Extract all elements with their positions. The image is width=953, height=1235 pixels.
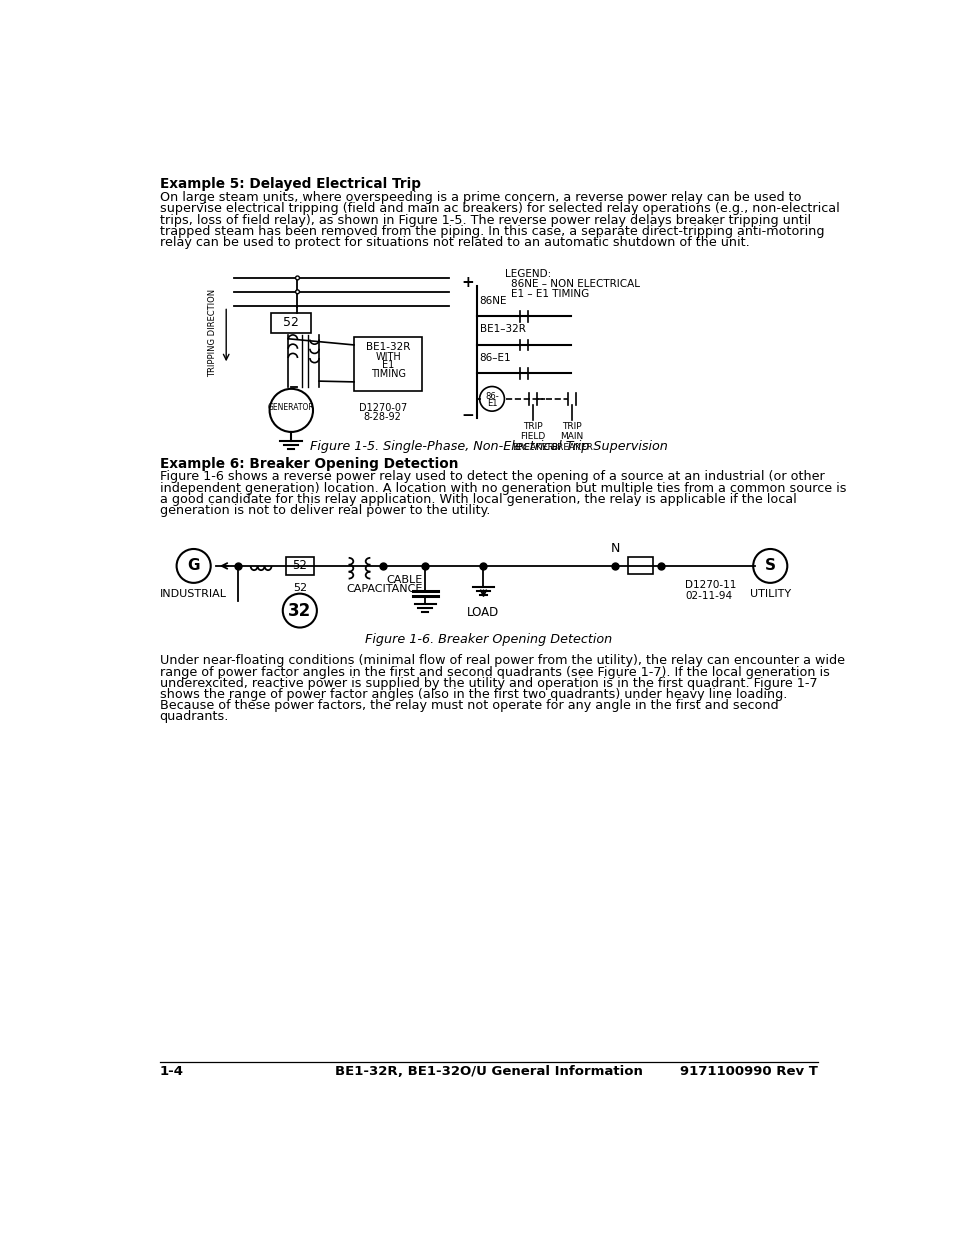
Text: G: G [187,558,200,573]
Text: Figure 1-6 shows a reverse power relay used to detect the opening of a source at: Figure 1-6 shows a reverse power relay u… [159,471,823,483]
Text: D1270-11: D1270-11 [684,579,736,590]
Text: BE1-32R: BE1-32R [366,342,410,352]
Text: quadrants.: quadrants. [159,710,229,724]
Text: 1-4: 1-4 [159,1066,183,1078]
Text: 86-: 86- [485,391,498,401]
Text: Example 6: Breaker Opening Detection: Example 6: Breaker Opening Detection [159,457,457,471]
Text: generation is not to deliver real power to the utility.: generation is not to deliver real power … [159,504,490,517]
Text: E1: E1 [381,361,394,370]
Text: 86NE: 86NE [479,295,507,306]
Text: N: N [610,542,619,556]
Text: 86–E1: 86–E1 [479,353,511,363]
Circle shape [295,275,299,280]
Circle shape [282,594,316,627]
Bar [286,557,314,576]
Text: 52: 52 [293,583,307,593]
Text: Because of these power factors, the relay must not operate for any angle in the : Because of these power factors, the rela… [159,699,778,713]
Text: TRIP
MAIN
BREAKER: TRIP MAIN BREAKER [550,422,592,452]
Text: GENERATOR: GENERATOR [268,403,314,411]
Text: BE1-32R, BE1-32O/U General Information: BE1-32R, BE1-32O/U General Information [335,1066,642,1078]
Bar [628,557,653,574]
Text: Example 5: Delayed Electrical Trip: Example 5: Delayed Electrical Trip [159,178,420,191]
Text: −: − [460,408,474,422]
Bar [354,337,422,391]
Text: +: + [460,275,474,290]
Text: E1 – E1 TIMING: E1 – E1 TIMING [511,289,589,299]
Text: LEGEND:: LEGEND: [505,269,551,279]
Text: CAPACITANCE: CAPACITANCE [346,584,422,594]
Text: supervise electrical tripping (field and main ac breakers) for selected relay op: supervise electrical tripping (field and… [159,203,839,215]
Text: relay can be used to protect for situations not related to an automatic shutdown: relay can be used to protect for situati… [159,236,748,249]
Circle shape [479,387,504,411]
Text: CABLE: CABLE [386,576,422,585]
Text: 52: 52 [283,316,299,329]
Circle shape [753,550,786,583]
Text: 02-11-94: 02-11-94 [684,590,731,600]
Text: TIMING: TIMING [371,369,405,379]
Text: trips, loss of field relay), as shown in Figure 1-5. The reverse power relay del: trips, loss of field relay), as shown in… [159,214,810,227]
Text: E1: E1 [486,399,497,408]
Circle shape [295,290,299,294]
Text: a good candidate for this relay application. With local generation, the relay is: a good candidate for this relay applicat… [159,493,796,506]
Text: 86NE – NON ELECTRICAL: 86NE – NON ELECTRICAL [511,279,639,289]
Text: On large steam units, where overspeeding is a prime concern, a reverse power rel: On large steam units, where overspeeding… [159,191,801,204]
Text: shows the range of power factor angles (also in the first two quadrants) under h: shows the range of power factor angles (… [159,688,786,701]
Circle shape [270,389,313,432]
Text: D1270-07: D1270-07 [358,403,406,412]
Text: LOAD: LOAD [467,606,499,619]
Text: range of power factor angles in the first and second quadrants (see Figure 1-7).: range of power factor angles in the firs… [159,666,828,679]
Text: TRIP
FIELD
BREAKER: TRIP FIELD BREAKER [512,422,554,452]
Bar [271,314,311,333]
Text: S: S [764,558,775,573]
Text: 9171100990 Rev T: 9171100990 Rev T [679,1066,818,1078]
Text: Under near-floating conditions (minimal flow of real power from the utility), th: Under near-floating conditions (minimal … [159,655,843,667]
Circle shape [176,550,211,583]
Text: Figure 1-6. Breaker Opening Detection: Figure 1-6. Breaker Opening Detection [365,632,612,646]
Text: Figure 1-5. Single-Phase, Non-Electrical Trip Supervision: Figure 1-5. Single-Phase, Non-Electrical… [310,440,667,453]
Text: INDUSTRIAL: INDUSTRIAL [160,589,227,599]
Text: 52: 52 [292,559,307,573]
Text: WITH: WITH [375,352,400,362]
Text: independent generation) location. A location with no generation but multiple tie: independent generation) location. A loca… [159,482,845,494]
Text: underexcited, reactive power is supplied by the utility and operation is in the : underexcited, reactive power is supplied… [159,677,817,690]
Text: trapped steam has been removed from the piping. In this case, a separate direct-: trapped steam has been removed from the … [159,225,823,238]
Text: TRIPPING DIRECTION: TRIPPING DIRECTION [208,289,216,378]
Text: 8-28-92: 8-28-92 [363,412,401,422]
Text: 32: 32 [288,601,311,620]
Text: BE1–32R: BE1–32R [479,324,525,335]
Text: UTILITY: UTILITY [749,589,790,599]
